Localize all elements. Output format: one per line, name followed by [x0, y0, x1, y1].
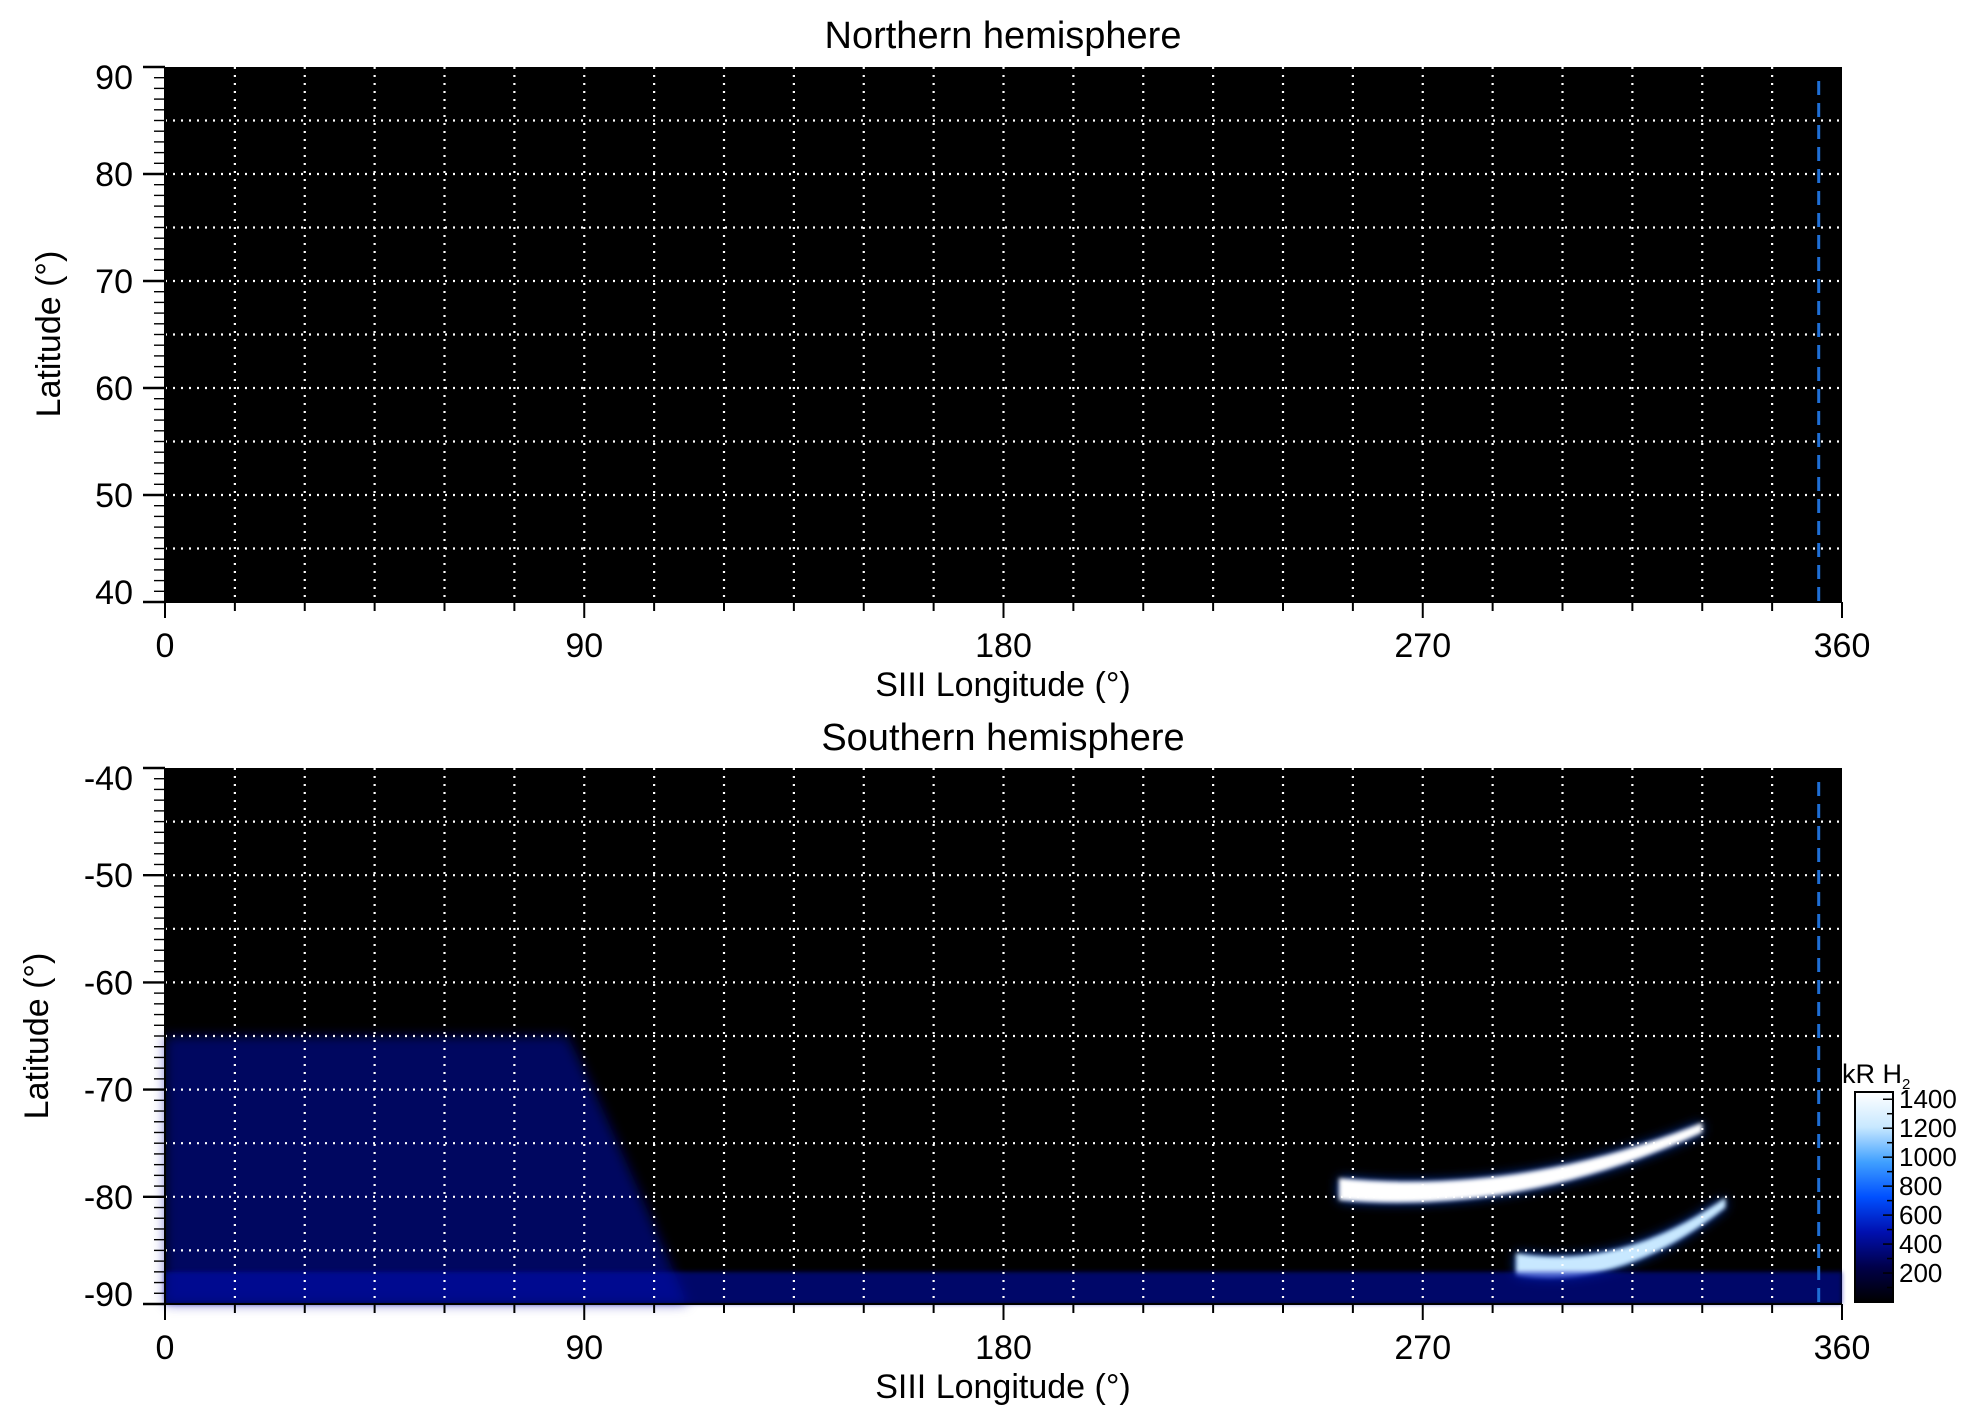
north-x-axis-label: SIII Longitude (°) [875, 666, 1131, 704]
colorbar-tick-label: 400 [1899, 1229, 1942, 1259]
south-x-axis-label: SIII Longitude (°) [875, 1368, 1131, 1406]
north-x-tick-labels: 0 90 180 270 360 [156, 627, 1871, 665]
y-tick-label: -80 [84, 1179, 133, 1217]
colorbar-label: kR H2 [1842, 1059, 1910, 1093]
y-tick-label: -50 [84, 857, 133, 895]
south-title: Southern hemisphere [821, 717, 1184, 759]
south-y-axis-label: Latitude (°) [18, 953, 56, 1120]
x-tick-label: 270 [1394, 627, 1451, 665]
south-y-tick-labels: -40 -50 -60 -70 -80 -90 [84, 760, 133, 1314]
south-emission-layer [165, 1036, 1842, 1304]
x-tick-label: 180 [975, 1329, 1032, 1367]
y-tick-label: -70 [84, 1072, 133, 1110]
x-tick-label: 0 [156, 1329, 175, 1367]
north-y-tick-labels: 40 50 60 70 80 90 [95, 59, 133, 612]
x-tick-label: 180 [975, 627, 1032, 665]
x-tick-label: 360 [1814, 627, 1871, 665]
x-tick-label: 90 [565, 627, 603, 665]
colorbar-tick-label: 200 [1899, 1258, 1942, 1288]
colorbar-tick-label: 1200 [1899, 1113, 1957, 1143]
north-panel: Northern hemisphere 0 90 180 270 360 40 50 60 7… [30, 15, 1870, 704]
south-x-tick-labels: 0 90 180 270 360 [156, 1329, 1871, 1367]
colorbar-label-subscript: 2 [1902, 1076, 1910, 1093]
north-title: Northern hemisphere [825, 15, 1182, 57]
colorbar-tick-label: 1400 [1899, 1084, 1957, 1114]
colorbar-label-text: kR H [1842, 1059, 1902, 1089]
north-grid [165, 67, 1842, 602]
south-panel: Southern hemisphere 0 90 180 270 360 -40-50-… [18, 717, 1957, 1406]
x-tick-label: 0 [156, 627, 175, 665]
emission-diffuse-2 [165, 1036, 688, 1304]
y-tick-label: 90 [95, 59, 133, 97]
y-tick-label: 80 [95, 156, 133, 194]
y-tick-label: 70 [95, 263, 133, 301]
south-grid [165, 768, 1842, 1304]
north-ticks [143, 65, 1843, 618]
emission-arc-1 [1515, 1197, 1726, 1278]
south-ticks [143, 766, 1843, 1320]
colorbar-tick-label: 1000 [1899, 1142, 1957, 1172]
north-y-axis-label: Latitude (°) [30, 251, 68, 418]
colorbar-tick-label: 800 [1899, 1171, 1942, 1201]
y-tick-label: -90 [84, 1276, 133, 1314]
y-tick-label: 40 [95, 574, 133, 612]
colorbar-scale [1854, 1091, 1894, 1303]
y-tick-label: 60 [95, 370, 133, 408]
x-tick-label: 360 [1814, 1329, 1871, 1367]
emission-arc-0 [1338, 1122, 1703, 1203]
colorbar-tick-label: 600 [1899, 1200, 1942, 1230]
y-tick-label: -60 [84, 964, 133, 1002]
y-tick-label: 50 [95, 477, 133, 515]
y-tick-label: -40 [84, 760, 133, 798]
emission-band-3 [165, 1271, 1842, 1304]
x-tick-label: 270 [1394, 1329, 1451, 1367]
x-tick-label: 90 [565, 1329, 603, 1367]
